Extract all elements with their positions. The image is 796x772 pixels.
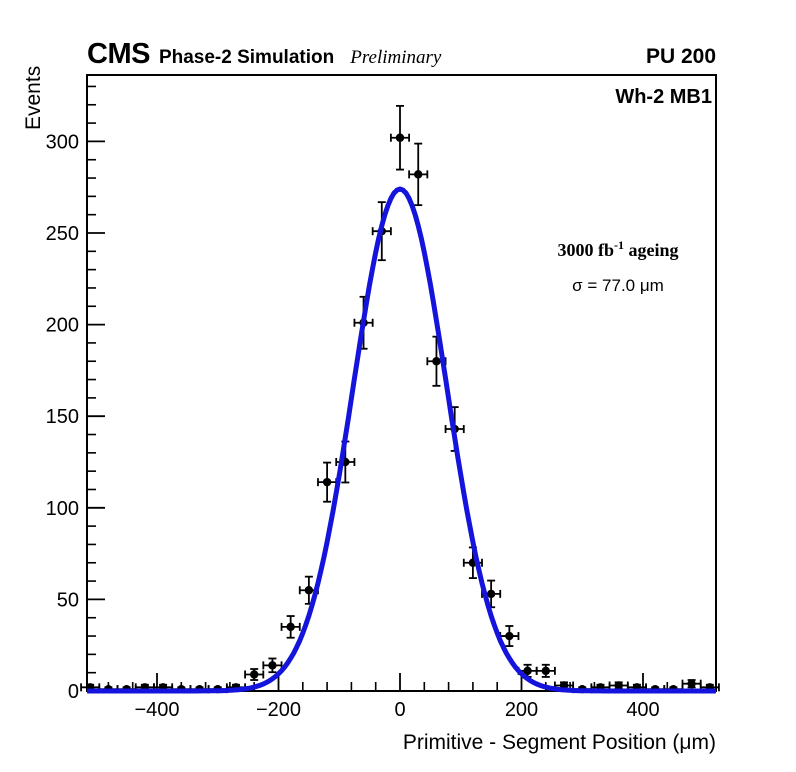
fit-curve <box>87 186 716 694</box>
marker-dot <box>505 631 514 641</box>
data-points <box>80 104 720 694</box>
data-point <box>535 663 556 678</box>
data-point <box>408 142 429 207</box>
experiment-label-group: CMS Phase-2 Simulation Preliminary <box>87 40 441 69</box>
marker-dot <box>304 586 314 595</box>
y-tick-label: 100 <box>46 498 79 520</box>
marker-dot <box>523 666 532 676</box>
x-tick-label: 0 <box>394 699 405 721</box>
data-point <box>389 104 411 171</box>
data-point <box>426 335 447 387</box>
plot-frame <box>86 74 717 692</box>
x-tick-label: 400 <box>626 699 659 721</box>
y-tick-label: 0 <box>68 681 79 703</box>
axis-ticks: −400 −200 0 200 400 0 50 100 150 200 250 300 <box>46 85 693 721</box>
y-tick-label: 50 <box>57 589 79 611</box>
lumi-suffix: ageing <box>624 240 679 260</box>
annotation-box: 3000 fb-1 ageing σ = 77.0 μm <box>527 238 709 295</box>
marker-dot <box>250 670 259 679</box>
marker-dot <box>541 666 550 676</box>
y-tick-label: 250 <box>46 223 79 245</box>
marker-dot <box>414 170 423 179</box>
plot-header: CMS Phase-2 Simulation Preliminary PU 20… <box>87 40 716 69</box>
x-tick-label: 200 <box>505 699 538 721</box>
data-point <box>262 657 283 674</box>
marker-dot <box>322 477 332 487</box>
marker-dot <box>395 133 405 142</box>
luminosity-ageing-label: 3000 fb-1 ageing <box>527 238 709 261</box>
marker-dot <box>687 679 696 688</box>
data-point <box>499 625 520 647</box>
marker-dot <box>486 589 496 599</box>
data-point <box>681 679 702 689</box>
x-tick-label: −200 <box>256 699 301 721</box>
simulation-label: Phase-2 Simulation <box>158 47 335 68</box>
y-tick-label: 200 <box>46 315 79 337</box>
cms-logo-text: CMS <box>87 38 150 70</box>
marker-dot <box>286 622 295 632</box>
pileup-label: PU 200 <box>645 45 716 68</box>
y-tick-label: 150 <box>46 406 79 428</box>
y-axis-title: Events <box>22 66 45 130</box>
data-point <box>244 668 265 681</box>
marker-dot <box>268 661 277 670</box>
marker-dot <box>432 357 441 366</box>
lumi-value: 3000 fb <box>557 240 614 260</box>
marker-dot <box>614 681 623 690</box>
y-tick-label: 300 <box>46 131 79 153</box>
data-point <box>280 615 301 639</box>
region-label: Wh-2 MB1 <box>615 86 712 108</box>
x-tick-label: −400 <box>134 699 179 721</box>
lumi-exponent: -1 <box>614 238 624 252</box>
x-axis-title: Primitive - Segment Position (μm) <box>403 731 716 754</box>
data-point <box>608 681 629 690</box>
sigma-result-label: σ = 77.0 μm <box>572 275 664 295</box>
preliminary-label: Preliminary <box>350 47 442 68</box>
